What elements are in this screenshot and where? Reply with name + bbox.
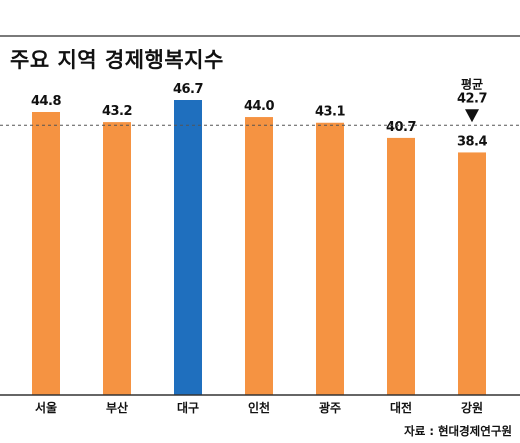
category-label: 인천 <box>248 400 270 415</box>
top-rule <box>0 35 520 37</box>
category-label: 대전 <box>390 400 412 415</box>
labels-layer: 44.8 43.2 46.7 44.0 43.1 40.7 38.4 <box>31 82 488 149</box>
value-label: 44.8 <box>31 94 62 109</box>
bar-광주 <box>316 122 344 395</box>
average-marker-triangle-icon <box>465 109 479 123</box>
source-note: 자료 : 현대경제연구원 <box>404 424 512 438</box>
value-label: 44.0 <box>244 99 275 114</box>
average-value: 42.7 <box>457 91 488 106</box>
bar-강원 <box>458 152 486 395</box>
value-label: 38.4 <box>457 134 488 149</box>
category-label: 대구 <box>177 401 199 415</box>
category-label: 광주 <box>319 400 341 415</box>
chart-title: 주요 지역 경제행복지수 <box>10 48 224 72</box>
bar-인천 <box>245 117 273 396</box>
bar-부산 <box>103 122 131 396</box>
bar-대전 <box>387 137 415 396</box>
category-label: 부산 <box>106 400 128 415</box>
bar-대구 <box>174 100 202 395</box>
average-label: 평균 <box>461 77 483 91</box>
value-label: 40.7 <box>386 120 417 135</box>
value-label: 46.7 <box>173 82 204 97</box>
value-label: 43.2 <box>102 104 132 119</box>
category-labels: 서울 부산 대구 인천 광주 대전 강원 <box>35 400 483 415</box>
value-label: 43.1 <box>315 105 346 120</box>
bars-layer <box>32 100 486 396</box>
bar-서울 <box>32 112 60 396</box>
category-label: 서울 <box>35 400 57 415</box>
category-label: 강원 <box>461 401 483 415</box>
